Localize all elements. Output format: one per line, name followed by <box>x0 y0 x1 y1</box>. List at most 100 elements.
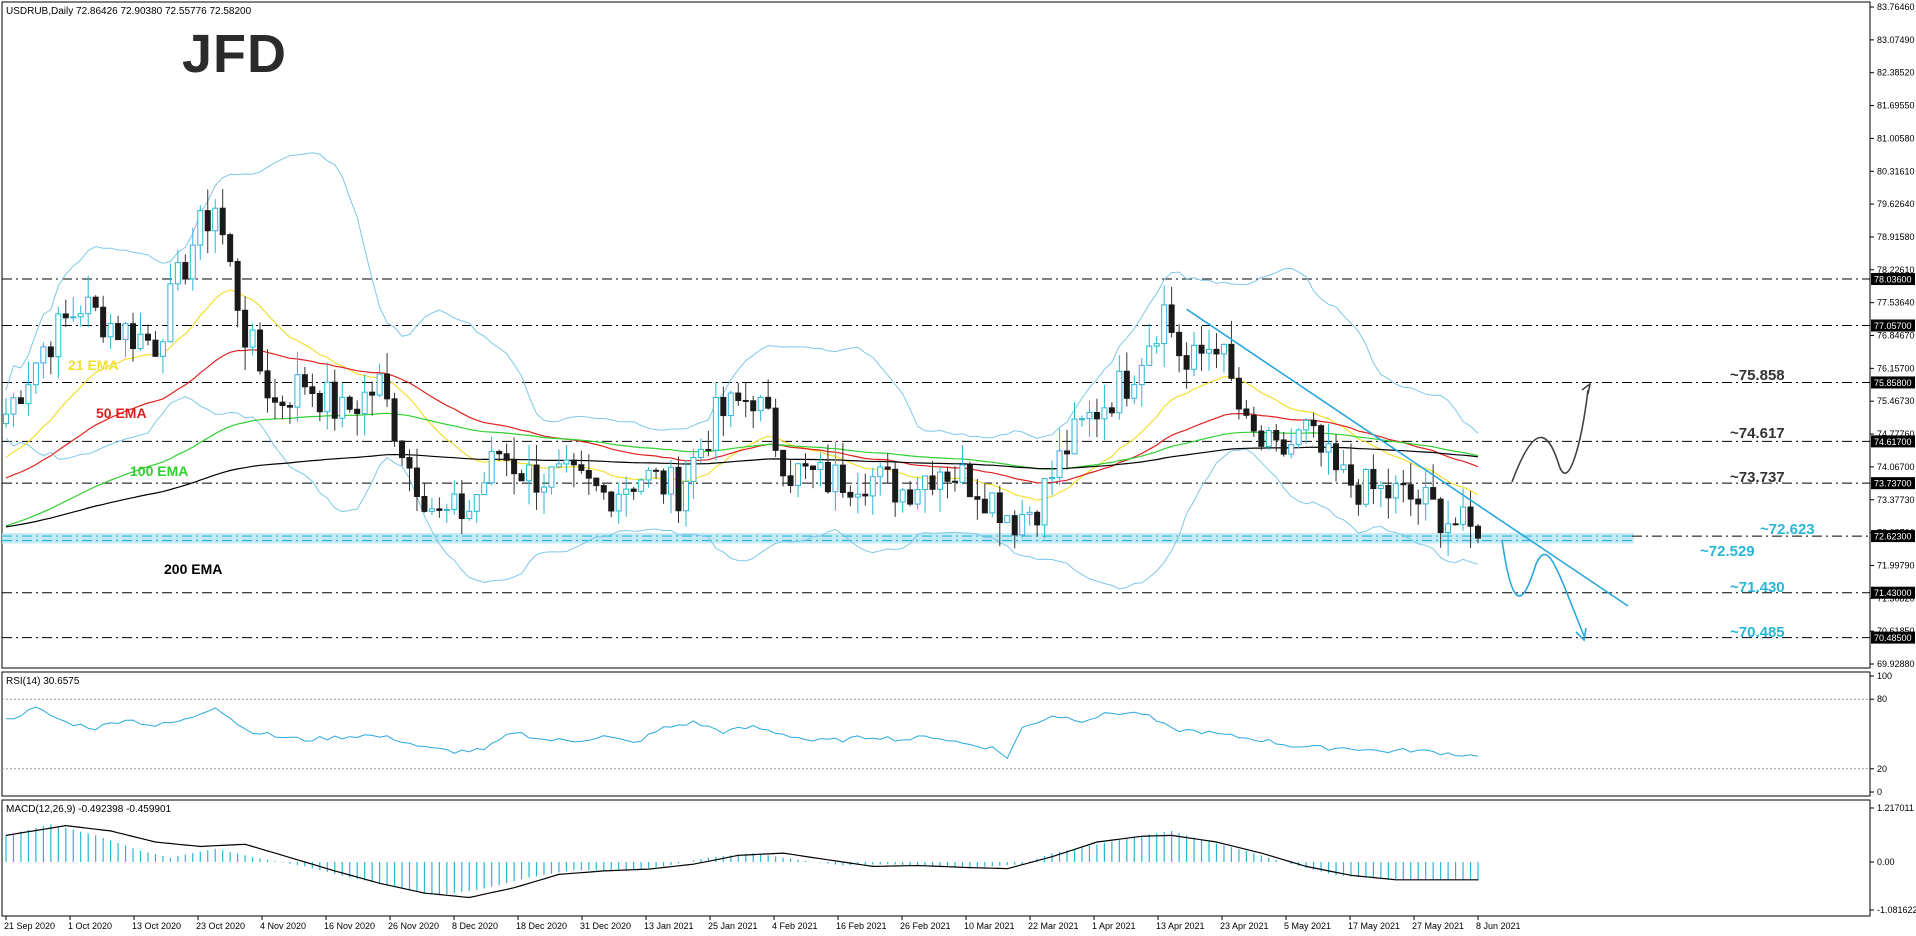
candle-body <box>286 405 293 408</box>
candle-body <box>1056 450 1063 479</box>
candle-body <box>623 488 630 495</box>
macd-signal-line <box>5 824 1478 899</box>
candle-body <box>563 459 570 465</box>
rsi-line <box>5 706 1479 760</box>
candle-body <box>159 341 166 357</box>
candle-body <box>1108 407 1115 414</box>
candle-body <box>1019 513 1026 536</box>
candle-body <box>1467 506 1474 527</box>
candle-body <box>122 323 129 341</box>
candle-body <box>929 475 936 490</box>
candle-body <box>399 440 406 459</box>
candle-body <box>585 469 592 479</box>
candle-body <box>10 397 17 415</box>
rsi-tick-label: 20 <box>1877 764 1887 774</box>
candle-body <box>458 493 465 520</box>
candle-body <box>1475 525 1481 539</box>
candle-body <box>944 471 951 482</box>
bearish-projection <box>1501 539 1585 637</box>
candle-body <box>1213 348 1220 355</box>
candle-body <box>884 466 891 470</box>
candle-body <box>1310 419 1317 427</box>
level-price-tag-label: 72.62300 <box>1874 532 1912 542</box>
candle-body <box>757 396 764 412</box>
candle-body <box>526 464 533 482</box>
candle-body <box>62 313 69 319</box>
candle-body <box>496 450 503 455</box>
candle-body <box>25 384 32 405</box>
candle-body <box>1295 429 1302 446</box>
annotation-70485: ~70.485 <box>1730 624 1785 641</box>
candle-body <box>1288 444 1295 455</box>
candle-body <box>981 498 988 514</box>
y-tick-label: 76.15700 <box>1877 363 1915 373</box>
x-tick-label: 23 Oct 2020 <box>196 921 245 931</box>
candle-body <box>436 508 443 511</box>
candle-body <box>137 333 144 350</box>
candle-body <box>1131 384 1138 399</box>
bollinger-upper <box>5 152 1479 439</box>
y-tick-label: 74.06700 <box>1877 462 1915 472</box>
candle-body <box>675 466 682 512</box>
candle-body <box>1198 344 1205 354</box>
candle-body <box>85 296 92 315</box>
candle-body <box>47 346 54 358</box>
candle-body <box>384 373 391 400</box>
candle-body <box>361 391 368 415</box>
y-tick-label: 80.31610 <box>1877 166 1915 176</box>
candle-body <box>1347 464 1354 486</box>
candle-body <box>548 466 555 488</box>
annotation-74617: ~74.617 <box>1730 425 1785 442</box>
candle-body <box>787 475 794 486</box>
main-panel-frame <box>1 1 1871 669</box>
x-tick-label: 18 Dec 2020 <box>516 921 567 931</box>
candle-body <box>1430 487 1437 500</box>
level-price-tag <box>1871 319 1915 332</box>
candle-body <box>832 464 839 493</box>
candle-body <box>1041 478 1048 526</box>
ema-21-line <box>5 289 1479 501</box>
ema200-legend: 200 EMA <box>164 561 222 577</box>
x-tick-label: 4 Nov 2020 <box>260 921 306 931</box>
y-tick-label: 76.84670 <box>1877 331 1915 341</box>
candle-body <box>1392 483 1399 499</box>
candle-body <box>413 467 420 498</box>
level-price-tag <box>1871 376 1915 389</box>
candle-body <box>645 469 652 481</box>
level-price-tag-label: 74.61700 <box>1874 437 1912 447</box>
candle-body <box>615 493 622 512</box>
candle-body <box>257 329 264 372</box>
candle-body <box>219 207 226 236</box>
rsi-tick-label: 0 <box>1877 787 1882 797</box>
x-tick-label: 27 May 2021 <box>1412 921 1464 931</box>
level-price-tag <box>1871 631 1915 644</box>
candle-body <box>1325 443 1332 453</box>
x-tick-label: 26 Nov 2020 <box>388 921 439 931</box>
candle-body <box>473 494 480 512</box>
candle-body <box>1116 370 1123 414</box>
y-tick-label: 77.53640 <box>1877 298 1915 308</box>
candle-body <box>1153 343 1160 347</box>
candle-body <box>750 400 757 412</box>
candle-body <box>772 407 779 451</box>
candle-body <box>1445 523 1452 534</box>
candle-body <box>1452 523 1459 526</box>
candle-body <box>854 493 861 498</box>
level-price-tag <box>1871 435 1915 448</box>
y-tick-label: 78.22610 <box>1877 265 1915 275</box>
candle-body <box>742 399 749 402</box>
y-tick-label: 75.46730 <box>1877 396 1915 406</box>
candle-body <box>600 485 607 493</box>
candle-body <box>989 492 996 514</box>
level-price-tag <box>1871 273 1915 286</box>
y-tick-label: 71.99790 <box>1877 560 1915 570</box>
candle-body <box>443 509 450 512</box>
candle-body <box>839 464 846 493</box>
candle-body <box>316 393 323 413</box>
candle-body <box>1228 343 1235 379</box>
y-tick-label: 70.61850 <box>1877 626 1915 636</box>
annotation-73737: ~73.737 <box>1730 469 1785 486</box>
candle-body <box>3 413 9 425</box>
candle-body <box>862 493 869 497</box>
